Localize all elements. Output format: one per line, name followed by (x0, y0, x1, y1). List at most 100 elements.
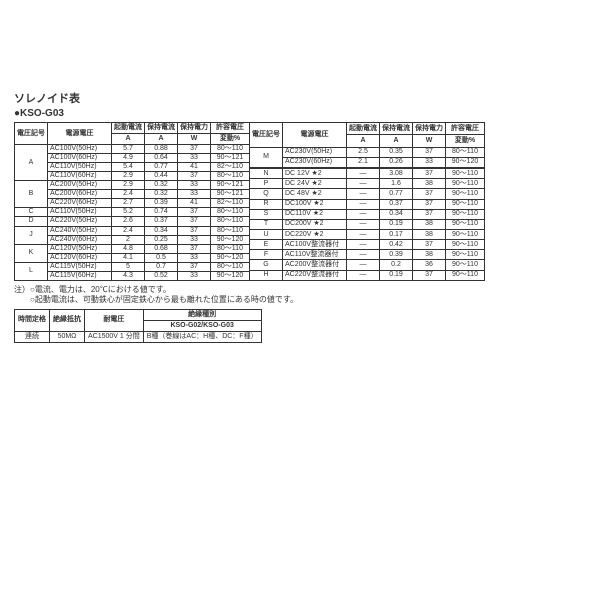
cell-tol: 80～110 (446, 147, 485, 157)
table-row: GAC200V整流器付—0.23690～110 (250, 260, 485, 270)
cell-code: K (15, 244, 48, 262)
table-row: HAC220V整流器付—0.193790～110 (250, 270, 485, 280)
cell-inrush: 4.3 (112, 271, 145, 280)
cell-supply: AC200V整流器付 (283, 260, 347, 270)
h-insulation-res: 絶縁抵抗 (50, 309, 85, 331)
cell-hold-a: 0.64 (145, 154, 178, 163)
col-supply: 電源電圧 (283, 123, 347, 148)
cell-tol: 90～110 (446, 219, 485, 229)
cell-hold-w: 41 (178, 199, 211, 208)
cell-supply: AC110V(50Hz) (48, 208, 112, 217)
subtitle: ●KSO-G03 (14, 108, 588, 119)
cell-tol: 90～120 (211, 253, 250, 262)
cell-hold-w: 37 (413, 240, 446, 250)
table-row: RDC100V ★2—0.373790～110 (250, 199, 485, 209)
cell-hold-a: 0.32 (145, 181, 178, 190)
cell-hold-a: 0.52 (145, 271, 178, 280)
cell-inrush: 5.2 (112, 208, 145, 217)
main-table-wrap: 電圧記号 電源電圧 起動電流 保持電流 保持電力 許容電圧 A A W 変動% … (14, 122, 588, 281)
cell-hold-w: 36 (413, 260, 446, 270)
cell-tol: 90～121 (211, 190, 250, 199)
cell-hold-a: 3.08 (380, 169, 413, 179)
cell-hold-w: 33 (413, 157, 446, 167)
cell-inrush: 2.9 (112, 172, 145, 181)
cell-supply: AC110V(50Hz) (48, 163, 112, 172)
cell-hold-a: 0.19 (380, 219, 413, 229)
cell-hold-a: 0.37 (380, 199, 413, 209)
cell-hold-w: 33 (178, 271, 211, 280)
cell-hold-a: 0.34 (380, 209, 413, 219)
cell-hold-w: 37 (413, 270, 446, 280)
cell-supply: AC115V(60Hz) (48, 271, 112, 280)
cell-code: J (15, 226, 48, 244)
cell-hold-w: 37 (178, 208, 211, 217)
cell-tol: 90～121 (211, 181, 250, 190)
cell-supply: AC100V(50Hz) (48, 145, 112, 154)
table-row: AC100V(60Hz)4.90.643390～121 (15, 154, 250, 163)
cell-tol: 82～110 (211, 199, 250, 208)
col-inrush-u: A (112, 134, 145, 145)
cell-code: C (15, 208, 48, 217)
cell-hold-a: 1.6 (380, 179, 413, 189)
cell-hold-a: 0.2 (380, 260, 413, 270)
cell-inrush: — (347, 209, 380, 219)
cell-inrush: 4.8 (112, 244, 145, 253)
cell-code: F (250, 250, 283, 260)
cell-hold-a: 0.17 (380, 229, 413, 239)
cell-tol: 90～110 (446, 199, 485, 209)
cell-tol: 90～110 (446, 169, 485, 179)
insulation-type: B種（巻線はAC：H種、DC：F種） (143, 331, 261, 342)
cell-hold-w: 37 (178, 262, 211, 271)
cell-inrush: 2.7 (112, 199, 145, 208)
cell-hold-w: 37 (178, 145, 211, 154)
cell-supply: AC230V(60Hz) (283, 157, 347, 167)
cell-inrush: 4.9 (112, 154, 145, 163)
cell-supply: AC115V(50Hz) (48, 262, 112, 271)
solenoid-table-right: 電圧記号 電源電圧 起動電流 保持電流 保持電力 許容電圧 A A W 変動% … (249, 122, 485, 281)
notes: 注）○電流、電力は、20℃における値です。 ○起動電流は、可動鉄心が固定鉄心から… (14, 285, 588, 306)
cell-supply: AC100V整流器付 (283, 240, 347, 250)
col-hold-a-u: A (145, 134, 178, 145)
cell-hold-a: 0.39 (145, 199, 178, 208)
cell-supply: DC 48V ★2 (283, 189, 347, 199)
cell-code: T (250, 219, 283, 229)
cell-inrush: 2.1 (347, 157, 380, 167)
cell-tol: 90～110 (446, 229, 485, 239)
cell-supply: AC220V整流器付 (283, 270, 347, 280)
cell-tol: 90～110 (446, 179, 485, 189)
cell-inrush: 2.9 (112, 181, 145, 190)
cell-supply: AC220V(50Hz) (48, 217, 112, 226)
cell-tol: 90～110 (446, 270, 485, 280)
cell-tol: 82～110 (211, 163, 250, 172)
table-row: AC120V(60Hz)4.10.53390～120 (15, 253, 250, 262)
h-insulation-type: 絶緣種別 (143, 309, 261, 320)
table-row: UDC220V ★2—0.173890～110 (250, 229, 485, 239)
cell-code: Q (250, 189, 283, 199)
cell-supply: AC240V(60Hz) (48, 235, 112, 244)
cell-tol: 80～110 (211, 145, 250, 154)
table-row: AC230V(60Hz)2.10.263390～120 (250, 157, 485, 167)
cell-inrush: — (347, 270, 380, 280)
cell-hold-a: 0.68 (145, 244, 178, 253)
cell-tol: 80～110 (211, 217, 250, 226)
cell-code: N (250, 169, 283, 179)
col-inrush: 起動電流 (112, 123, 145, 134)
cell-tol: 80～110 (211, 208, 250, 217)
cell-inrush: — (347, 179, 380, 189)
cell-supply: AC230V(50Hz) (283, 147, 347, 157)
cell-tol: 90～110 (446, 189, 485, 199)
cell-inrush: — (347, 240, 380, 250)
cell-hold-w: 37 (413, 199, 446, 209)
table-row: AC115V(60Hz)4.30.523390～120 (15, 271, 250, 280)
col-inrush: 起動電流 (347, 123, 380, 135)
cell-code: H (250, 270, 283, 280)
table-row: EAC100V整流器付—0.423790～110 (250, 240, 485, 250)
cell-tol: 90～110 (446, 250, 485, 260)
cell-hold-a: 0.44 (145, 172, 178, 181)
cell-tol: 90～110 (446, 240, 485, 250)
cell-inrush: 4.1 (112, 253, 145, 262)
table-row: AC110V(50Hz)5.40.774182～110 (15, 163, 250, 172)
cell-supply: AC220V(60Hz) (48, 199, 112, 208)
cell-hold-w: 33 (178, 235, 211, 244)
cell-supply: DC100V ★2 (283, 199, 347, 209)
